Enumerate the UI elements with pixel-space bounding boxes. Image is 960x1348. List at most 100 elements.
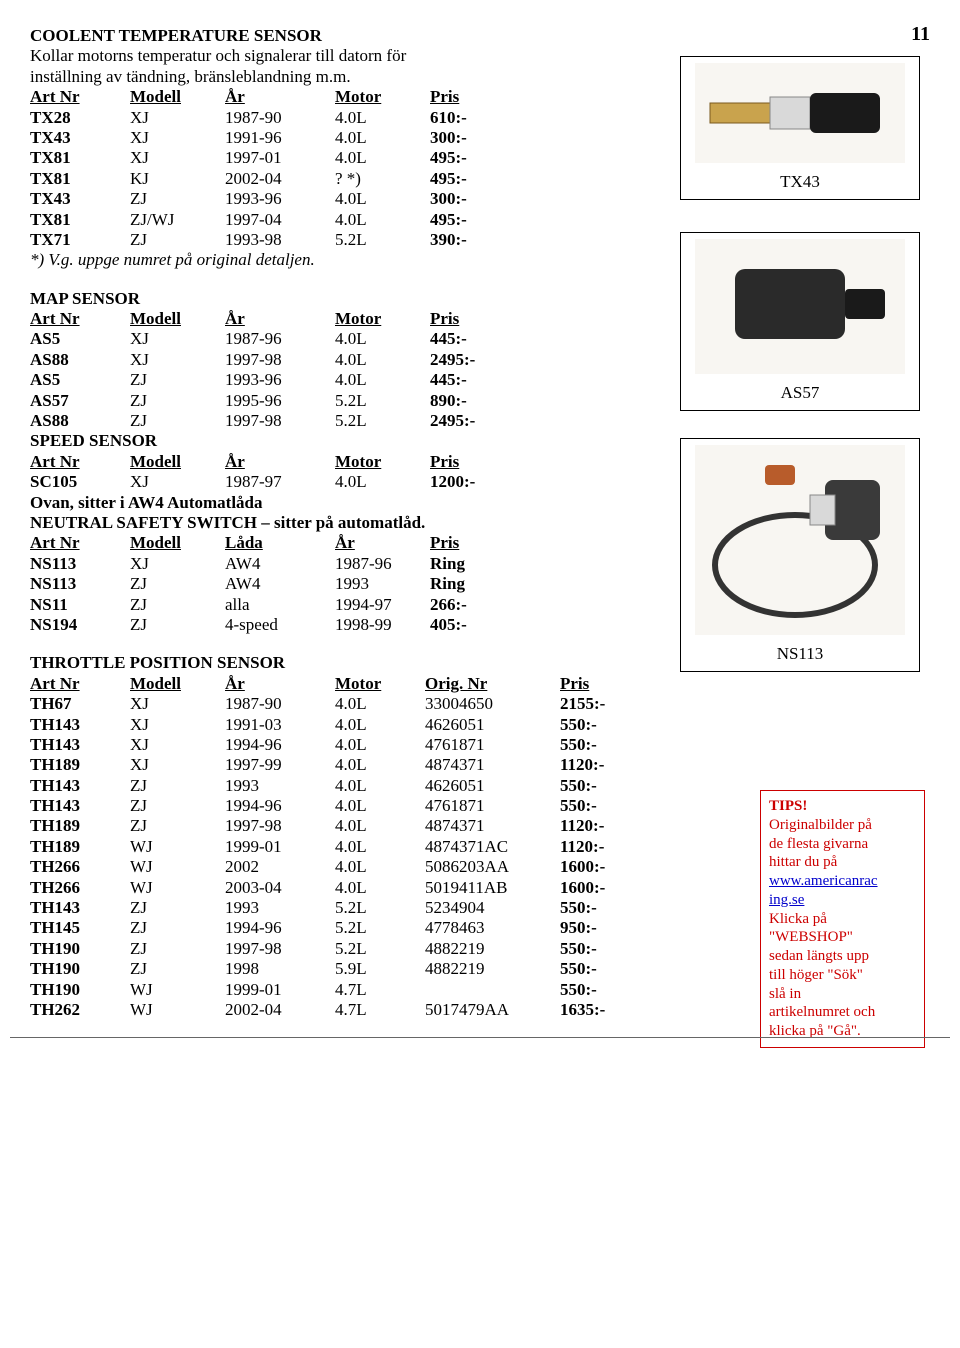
table-cell: AS88 [30,350,130,370]
col-header: Art Nr [30,87,130,107]
table-cell: 1997-98 [225,350,335,370]
table-cell: 1997-98 [225,411,335,431]
tips-line: Klicka på [769,911,827,927]
col-header: År [225,674,335,694]
table-row: AS88XJ1997-984.0L2495:- [30,350,515,370]
table-cell: 4.0L [335,735,425,755]
table-row: TH143ZJ19935.2L5234904550:- [30,898,630,918]
table-header-row: Art Nr Modell År Motor Orig. Nr Pris [30,674,630,694]
tips-link[interactable]: ing.se [769,892,804,908]
sidebox-label: AS57 [687,383,913,403]
table-cell: SC105 [30,472,130,492]
table-cell: 1600:- [560,878,630,898]
tips-line: hittar du på [769,854,837,870]
table-cell: TH189 [30,837,130,857]
table-row: TH190WJ1999-014.7L550:- [30,980,630,1000]
table-cell: XJ [130,554,225,574]
table-cell: 2003-04 [225,878,335,898]
table-cell: 2495:- [430,411,515,431]
table-cell: TX28 [30,108,130,128]
table-cell: XJ [130,108,225,128]
table-row: TH67XJ1987-904.0L330046502155:- [30,694,630,714]
table-cell: 4.0L [335,796,425,816]
table-cell: ZJ [130,898,225,918]
table-cell: 4626051 [425,715,560,735]
table-cell: NS113 [30,574,130,594]
table-cell: 1994-96 [225,918,335,938]
section5-rows: TH67XJ1987-904.0L330046502155:-TH143XJ19… [30,694,630,1020]
table-cell: 1998-99 [335,615,430,635]
sidebox-label: TX43 [687,172,913,192]
col-header: Modell [130,87,225,107]
table-cell: 550:- [560,715,630,735]
table-cell: 1993-96 [225,189,335,209]
table-cell: 4.7L [335,1000,425,1020]
table-cell: 1993 [225,898,335,918]
table-cell: 5234904 [425,898,560,918]
table-cell: 4874371AC [425,837,560,857]
table-row: TX81XJ1997-014.0L495:- [30,148,515,168]
table-cell: 445:- [430,370,515,390]
table-row: TH189ZJ1997-984.0L48743711120:- [30,816,630,836]
section3-rows: SC105XJ1987-974.0L1200:- [30,472,515,492]
product-image-placeholder [687,239,913,379]
table-cell: 4.7L [335,980,425,1000]
table-cell: 1997-98 [225,939,335,959]
table-cell: XJ [130,735,225,755]
table-cell: 1994-96 [225,796,335,816]
tips-line: Originalbilder på [769,817,872,833]
table-cell: ZJ [130,796,225,816]
table-cell: alla [225,595,335,615]
table-row: TX43ZJ1993-964.0L300:- [30,189,515,209]
tips-line: "WEBSHOP" [769,929,853,945]
tips-link[interactable]: www.americanrac [769,873,878,889]
table-row: TH189XJ1997-994.0L48743711120:- [30,755,630,775]
table-row: TH145ZJ1994-965.2L4778463950:- [30,918,630,938]
table-cell: AS5 [30,370,130,390]
table-cell: XJ [130,715,225,735]
col-header: Art Nr [30,452,130,472]
table-row: NS194ZJ4-speed1998-99405:- [30,615,515,635]
table-row: AS5ZJ1993-964.0L445:- [30,370,515,390]
col-header: Pris [430,533,515,553]
col-header: År [225,309,335,329]
table-cell: 1997-04 [225,210,335,230]
section3-table: Art Nr Modell År Motor Pris [30,452,515,472]
table-cell: ZJ [130,189,225,209]
table-cell: TH190 [30,959,130,979]
table-cell: 550:- [560,776,630,796]
table-cell: 4.0L [335,370,430,390]
table-cell: ZJ [130,230,225,250]
table-row: AS5XJ1987-964.0L445:- [30,329,515,349]
table-cell: 1987-90 [225,108,335,128]
table-cell: 1999-01 [225,837,335,857]
table-cell: TH189 [30,816,130,836]
col-header: Motor [335,87,430,107]
section1-desc-line1: Kollar motorns temperatur och signalerar… [30,46,665,66]
col-header: Modell [130,452,225,472]
table-cell: 266:- [430,595,515,615]
table-cell: 4761871 [425,735,560,755]
table-cell: ZJ [130,615,225,635]
table-cell: TH67 [30,694,130,714]
table-cell: 4.0L [335,715,425,735]
table-cell: 1993-96 [225,370,335,390]
main-content: COOLENT TEMPERATURE SENSOR Kollar motorn… [30,26,665,1020]
table-row: TX28XJ1987-904.0L610:- [30,108,515,128]
table-cell: TH266 [30,857,130,877]
tips-line: sedan längts upp [769,948,869,964]
table-cell: 5086203AA [425,857,560,877]
table-cell: TX43 [30,189,130,209]
table-cell: XJ [130,329,225,349]
table-cell: 4-speed [225,615,335,635]
table-cell: TH189 [30,755,130,775]
table-cell: 1120:- [560,755,630,775]
table-cell: 1999-01 [225,980,335,1000]
table-cell: Ring [430,574,515,594]
table-cell: 1600:- [560,857,630,877]
section3-note: Ovan, sitter i AW4 Automatlåda [30,493,665,513]
table-cell: 2155:- [560,694,630,714]
table-cell: 1993-98 [225,230,335,250]
table-cell: XJ [130,128,225,148]
table-cell: 1991-03 [225,715,335,735]
